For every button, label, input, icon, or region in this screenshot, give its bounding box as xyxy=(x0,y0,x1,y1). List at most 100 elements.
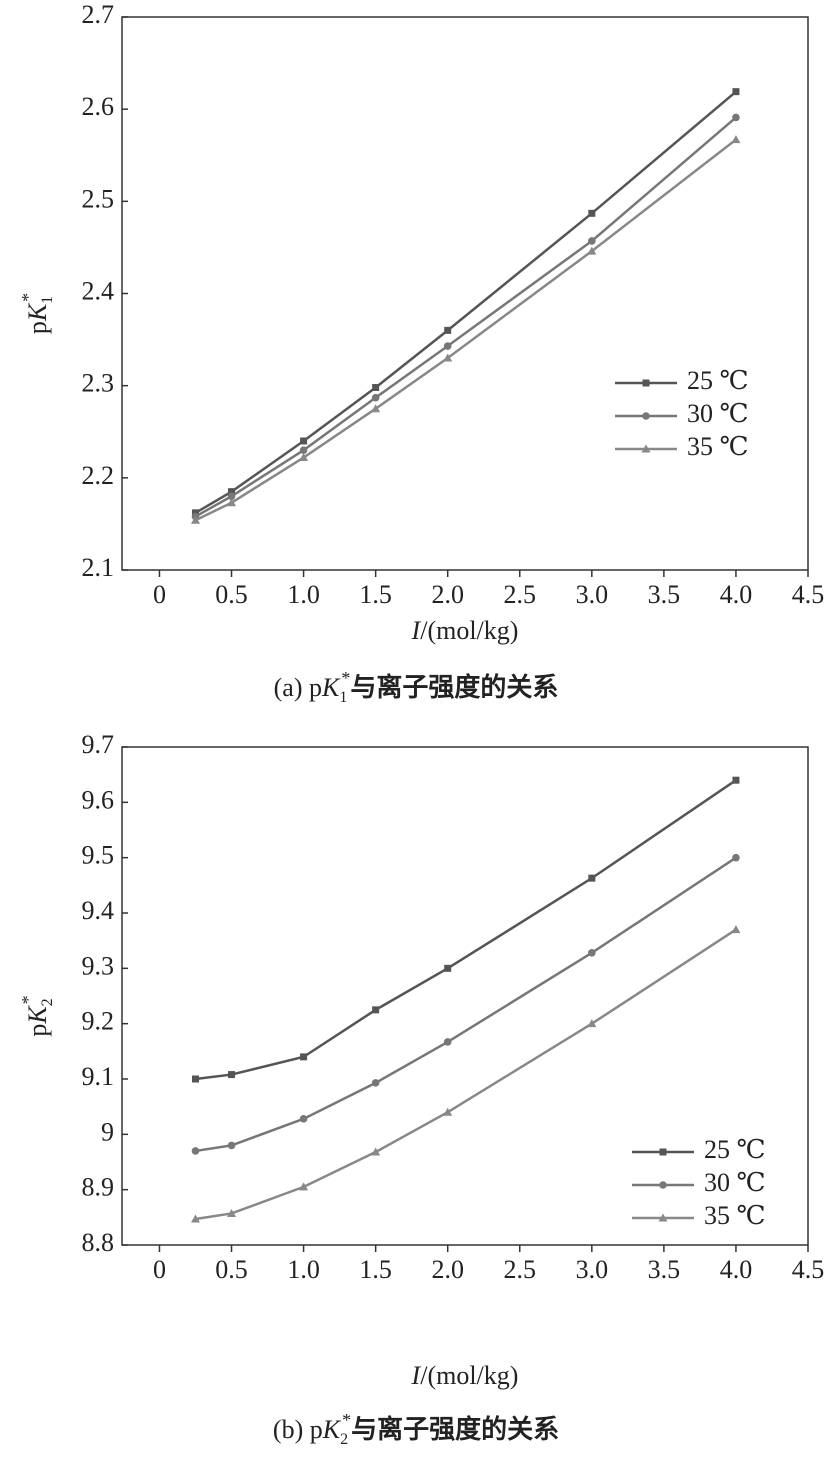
y-tick-label: 8.8 xyxy=(82,1228,115,1257)
y-tick-label: 9.3 xyxy=(82,951,115,980)
marker xyxy=(300,1053,308,1061)
text-segment: p xyxy=(23,321,52,334)
text-segment: p xyxy=(23,1024,52,1037)
marker xyxy=(372,384,380,392)
caption: (b) pK2*与离子强度的关系 xyxy=(273,1410,559,1448)
marker xyxy=(658,1213,668,1222)
series-line xyxy=(194,138,737,522)
x-tick-label: 2.5 xyxy=(504,580,537,609)
marker xyxy=(443,1107,453,1116)
x-tick-label: 1.5 xyxy=(359,580,392,609)
marker xyxy=(371,393,380,402)
marker xyxy=(732,853,740,862)
x-tick-label: 4.0 xyxy=(720,580,753,609)
marker xyxy=(588,237,596,245)
marker xyxy=(587,1019,597,1028)
y-tick-label: 9.5 xyxy=(82,841,115,870)
y-tick-label: 2.3 xyxy=(82,369,115,398)
marker xyxy=(299,453,309,462)
marker xyxy=(732,88,740,96)
marker xyxy=(371,1079,380,1087)
marker xyxy=(659,1181,667,1189)
x-tick-label: 3.0 xyxy=(576,580,609,609)
plot-frame xyxy=(121,16,809,571)
x-tick-label: 0 xyxy=(153,580,166,609)
text-segment: I xyxy=(411,1361,422,1390)
marker xyxy=(731,925,741,934)
x-axis-label: I/(mol/kg) xyxy=(411,616,519,645)
x-tick-label: 1.5 xyxy=(359,1255,392,1284)
marker xyxy=(588,874,596,882)
marker xyxy=(444,326,452,334)
marker xyxy=(443,342,452,350)
y-tick-label: 2.5 xyxy=(82,184,115,213)
legend-label: 25 ℃ xyxy=(704,1135,766,1164)
marker xyxy=(228,488,236,496)
text-segment: 2 xyxy=(340,1431,348,1448)
marker xyxy=(371,1147,381,1156)
marker xyxy=(227,492,236,501)
y-tick-label: 2.2 xyxy=(82,461,115,490)
marker xyxy=(228,1071,236,1079)
marker xyxy=(588,949,596,957)
x-tick-label: 4.0 xyxy=(720,1255,753,1284)
text-segment: 1 xyxy=(339,689,347,706)
x-tick-label: 3.0 xyxy=(576,1255,609,1284)
y-tick-label: 2.7 xyxy=(82,0,115,29)
marker xyxy=(191,1214,200,1223)
y-tick-label: 9.6 xyxy=(82,785,115,814)
x-axis-label: I/(mol/kg) xyxy=(411,1361,519,1390)
y-axis-label: pK1* xyxy=(18,293,56,334)
marker xyxy=(192,1075,199,1083)
series-line xyxy=(195,779,737,1081)
marker xyxy=(299,446,308,454)
text-segment: 与离子强度的关系 xyxy=(351,1414,559,1444)
text-segment: (b) p xyxy=(273,1415,323,1444)
marker xyxy=(300,437,308,445)
y-tick-label: 9.7 xyxy=(82,730,115,759)
marker xyxy=(227,498,237,507)
marker xyxy=(299,1115,308,1123)
caption: (a) pK1*与离子强度的关系 xyxy=(274,668,559,706)
marker xyxy=(443,353,453,362)
marker xyxy=(588,209,596,217)
y-tick-label: 8.9 xyxy=(82,1173,115,1202)
legend-label: 25 ℃ xyxy=(687,366,749,395)
text-segment: K xyxy=(321,673,341,702)
x-tick-label: 3.5 xyxy=(648,580,681,609)
x-tick-label: 4.5 xyxy=(792,1255,825,1284)
marker xyxy=(731,135,741,144)
x-tick-label: 2.5 xyxy=(504,1255,537,1284)
series-line xyxy=(195,856,737,1153)
marker xyxy=(191,515,200,524)
marker xyxy=(299,1182,309,1191)
y-tick-label: 9 xyxy=(101,1117,114,1146)
marker xyxy=(444,964,452,972)
y-tick-label: 2.6 xyxy=(82,92,115,121)
legend-label: 30 ℃ xyxy=(704,1168,766,1197)
x-tick-label: 2.0 xyxy=(431,1255,464,1284)
text-segment: * xyxy=(18,293,38,302)
legend-label: 30 ℃ xyxy=(687,399,749,428)
y-tick-label: 9.4 xyxy=(82,896,115,925)
marker xyxy=(227,1141,236,1150)
text-segment: 与离子强度的关系 xyxy=(350,672,558,702)
y-tick-label: 2.1 xyxy=(82,553,115,582)
text-segment: K xyxy=(23,302,52,322)
text-segment: K xyxy=(23,1005,52,1025)
y-axis-label: pK2* xyxy=(18,995,56,1036)
x-tick-label: 2.0 xyxy=(431,580,464,609)
marker xyxy=(642,379,650,387)
legend-label: 35 ℃ xyxy=(704,1201,766,1230)
text-segment: K xyxy=(322,1415,342,1444)
x-tick-label: 0.5 xyxy=(215,580,248,609)
marker xyxy=(443,1038,452,1046)
marker xyxy=(371,404,381,413)
marker xyxy=(659,1148,667,1156)
text-segment: (a) p xyxy=(274,673,322,702)
text-segment: 2 xyxy=(39,998,56,1006)
text-segment: 1 xyxy=(39,296,56,304)
text-segment: * xyxy=(342,1410,351,1430)
x-tick-label: 3.5 xyxy=(648,1255,681,1284)
x-tick-label: 0.5 xyxy=(215,1255,248,1284)
